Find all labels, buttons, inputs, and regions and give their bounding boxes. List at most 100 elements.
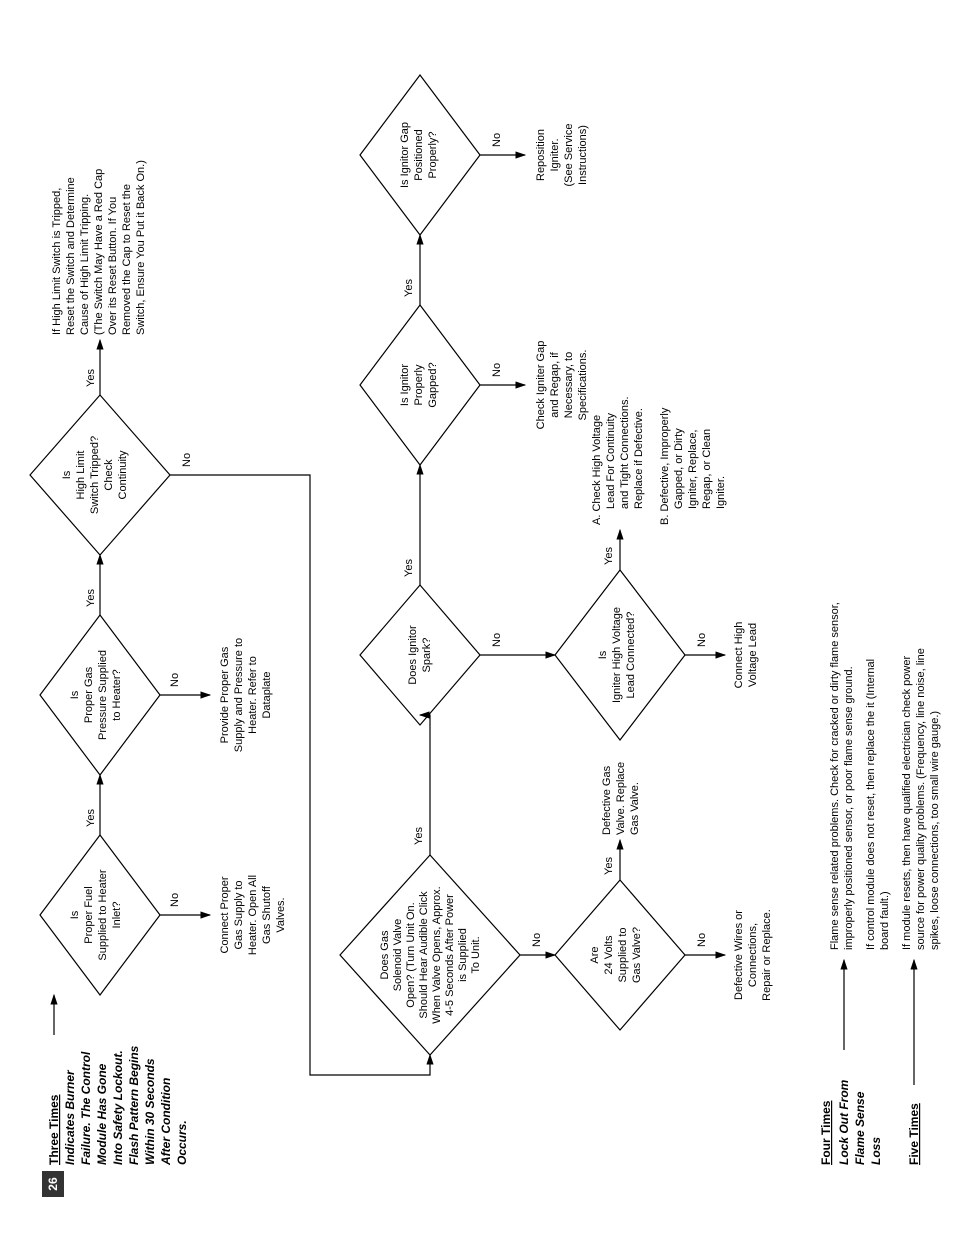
svg-text:Over its Reset Button. If You: Over its Reset Button. If You <box>107 197 119 335</box>
svg-text:Loss: Loss <box>869 1137 883 1165</box>
svg-text:Properly: Properly <box>413 364 425 405</box>
svg-text:Flame sense related problems.: Flame sense related problems. Check for … <box>829 602 841 950</box>
svg-text:Gas Shutoff: Gas Shutoff <box>261 885 273 944</box>
page-number: 26 <box>46 1177 60 1190</box>
action-gas-supply: Provide Proper Gas Supply and Pressure t… <box>219 638 273 752</box>
svg-text:Check Igniter Gap: Check Igniter Gap <box>535 341 547 430</box>
legend-four-times: Four Times Lock Out From Flame Sense Los… <box>819 602 891 1165</box>
svg-text:to Heater?: to Heater? <box>111 669 123 720</box>
label-no: No <box>696 933 708 947</box>
action-connect-fuel: Connect Proper Gas Supply to Heater. Ope… <box>219 875 287 955</box>
action-check-regap: Check Igniter Gap and Regap, if Necessar… <box>535 341 589 430</box>
svg-text:Proper Gas: Proper Gas <box>83 666 95 723</box>
svg-text:Is Ignitor: Is Ignitor <box>399 364 411 407</box>
svg-text:Is Ignitor Gap: Is Ignitor Gap <box>399 122 411 188</box>
svg-text:Does Gas: Does Gas <box>379 930 391 979</box>
action-hv-yes-a: A. Check High Voltage Lead For Continuit… <box>591 396 645 525</box>
svg-text:Lead For Continuity: Lead For Continuity <box>605 413 617 509</box>
svg-text:Gapped, or Dirty: Gapped, or Dirty <box>673 428 685 509</box>
action-defective-wires: Defective Wires or Connections, Repair o… <box>733 909 773 1001</box>
svg-text:Switch Tripped?: Switch Tripped? <box>89 436 101 514</box>
svg-text:Igniter, Replace,: Igniter, Replace, <box>687 430 699 510</box>
svg-text:is Supplied: is Supplied <box>457 928 469 982</box>
svg-text:Dataplate: Dataplate <box>261 671 273 718</box>
svg-text:Spark?: Spark? <box>421 638 433 673</box>
svg-text:Connections,: Connections, <box>747 923 759 987</box>
action-connect-hv-lead: Connect High Voltage Lead <box>733 622 759 689</box>
legend-three-line: Failure. The Control <box>79 1051 93 1165</box>
label-yes: Yes <box>603 857 615 875</box>
label-no: No <box>696 633 708 647</box>
legend-three-line: Indicates Burner <box>63 1069 77 1165</box>
svg-text:Defective Wires or: Defective Wires or <box>733 910 745 1000</box>
svg-text:Reset the Switch and Determine: Reset the Switch and Determine <box>65 177 77 335</box>
svg-text:Lock Out From: Lock Out From <box>837 1079 851 1165</box>
svg-text:When Valve Opens, Approx.: When Valve Opens, Approx. <box>431 886 443 1023</box>
svg-text:To Unit.: To Unit. <box>470 936 482 973</box>
svg-text:Gapped?: Gapped? <box>427 362 439 407</box>
svg-text:Check: Check <box>103 459 115 491</box>
svg-text:source for power quality probl: source for power quality problems. (Freq… <box>915 648 927 950</box>
svg-text:Positioned: Positioned <box>413 129 425 180</box>
svg-text:Igniter.: Igniter. <box>549 138 561 171</box>
svg-text:Switch, Ensure You Put it Back: Switch, Ensure You Put it Back On.) <box>135 160 147 335</box>
page: Three Times Indicates Burner Failure. Th… <box>0 0 954 1235</box>
svg-text:Instructions): Instructions) <box>577 125 589 185</box>
diamond-gapped: Is Ignitor Properly Gapped? <box>360 305 480 465</box>
legend-three-times: Three Times Indicates Burner Failure. Th… <box>47 995 189 1166</box>
legend-five-times: Five Times If module resets, then have q… <box>901 648 941 1165</box>
svg-text:Lead Connected?: Lead Connected? <box>625 612 637 699</box>
svg-text:(The Switch May Have a Red Cap: (The Switch May Have a Red Cap <box>93 169 105 335</box>
diamond-solenoid: Does Gas Solenoid Valve Open? (Turn Unit… <box>340 855 520 1055</box>
svg-text:24 Volts: 24 Volts <box>603 935 615 975</box>
svg-text:Supplied to: Supplied to <box>617 927 629 982</box>
label-yes: Yes <box>403 279 415 297</box>
diamond-spark: Does Ignitor Spark? <box>360 585 480 725</box>
svg-text:Solenoid Valve: Solenoid Valve <box>392 919 404 992</box>
svg-text:and Regap, if: and Regap, if <box>549 351 561 417</box>
svg-text:Are: Are <box>589 946 601 963</box>
svg-text:Reposition: Reposition <box>535 129 547 181</box>
svg-text:Gas Valve.: Gas Valve. <box>629 782 641 835</box>
svg-text:4-5 Seconds After Power: 4-5 Seconds After Power <box>444 894 456 1016</box>
label-no: No <box>491 363 503 377</box>
svg-text:Repair or Replace.: Repair or Replace. <box>761 909 773 1001</box>
svg-text:Gas Supply to: Gas Supply to <box>233 880 245 949</box>
svg-text:spikes, loose connections, too: spikes, loose connections, too small wir… <box>929 711 941 950</box>
svg-text:Should Hear Audible Click: Should Hear Audible Click <box>418 891 430 1019</box>
label-yes: Yes <box>85 589 97 607</box>
svg-text:If High Limit Switch is Trippe: If High Limit Switch is Tripped, <box>51 188 63 335</box>
legend-three-line: Occurs. <box>175 1120 189 1165</box>
svg-text:Valves.: Valves. <box>275 897 287 932</box>
label-no: No <box>531 933 543 947</box>
svg-text:Flame Sense: Flame Sense <box>853 1091 867 1165</box>
diamond-high-limit: Is High Limit Switch Tripped? Check Cont… <box>30 395 170 555</box>
svg-text:Removed the Cap to Reset the: Removed the Cap to Reset the <box>121 184 133 335</box>
svg-text:Supply and Pressure to: Supply and Pressure to <box>233 638 245 752</box>
legend-three-line: Within 30 Seconds <box>143 1058 157 1165</box>
legend-three-line: After Condition <box>159 1078 173 1166</box>
action-high-limit: If High Limit Switch is Tripped, Reset t… <box>51 160 147 335</box>
svg-text:Voltage Lead: Voltage Lead <box>747 623 759 687</box>
svg-text:and Tight Connections.: and Tight Connections. <box>619 396 631 509</box>
label-yes: Yes <box>85 809 97 827</box>
svg-text:Does Ignitor: Does Ignitor <box>407 625 419 685</box>
svg-text:Igniter High Voltage: Igniter High Voltage <box>611 607 623 703</box>
label-yes: Yes <box>85 369 97 387</box>
legend-three-heading: Three Times <box>47 1094 61 1165</box>
label-yes: Yes <box>403 559 415 577</box>
legend-three-line: Flash Pattern Begins <box>127 1045 141 1165</box>
diamond-gas-pressure: Is Proper Gas Pressure Supplied to Heate… <box>40 615 160 775</box>
svg-text:If module resets, then have qu: If module resets, then have qualified el… <box>901 656 913 950</box>
svg-text:Proper Fuel: Proper Fuel <box>83 886 95 943</box>
label-no: No <box>491 633 503 647</box>
diamond-24v: Are 24 Volts Supplied to Gas Valve? <box>555 880 685 1030</box>
legend-five-heading: Five Times <box>907 1103 921 1165</box>
diamond-positioned: Is Ignitor Gap Positioned Properly? <box>360 75 480 235</box>
label-no: No <box>491 133 503 147</box>
svg-text:Necessary, to: Necessary, to <box>563 352 575 418</box>
svg-text:Defective Gas: Defective Gas <box>601 765 613 835</box>
svg-text:Cause of High Limit Tripping.: Cause of High Limit Tripping. <box>79 194 91 335</box>
legend-three-line: Module Has Gone <box>95 1063 109 1165</box>
svg-text:Continuity: Continuity <box>117 450 129 499</box>
